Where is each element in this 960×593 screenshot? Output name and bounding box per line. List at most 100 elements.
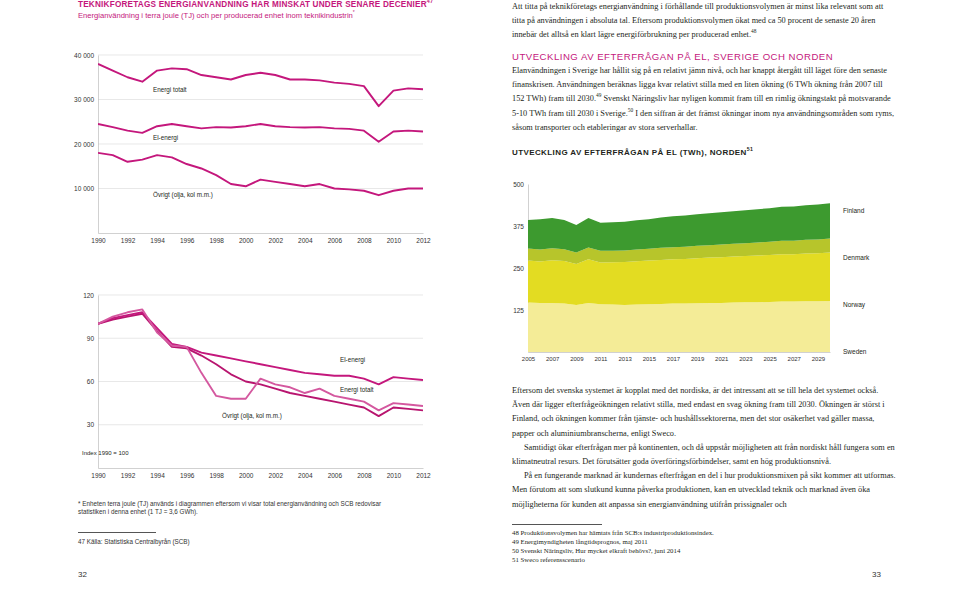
tick-label: 250 <box>513 265 524 272</box>
tick: 2017 <box>667 352 681 362</box>
series-label: Norway <box>843 301 866 309</box>
paragraph: Eftersom det svenska systemet är kopplat… <box>512 384 896 441</box>
annotation: Index 1990 = 100 <box>82 450 129 456</box>
series-label: Sweden <box>843 348 867 355</box>
tick-label: 2002 <box>269 472 284 479</box>
tick: 2002 <box>269 233 284 244</box>
x-axis: 2005200720092011201320152017201920212023… <box>522 352 831 362</box>
chart-title: UTVECKLING AV EFTERFRÅGAN PÅ EL (TWh), N… <box>512 148 902 157</box>
grid <box>98 295 423 425</box>
chart: 10 00020 00030 00040 0001990199219941996… <box>74 52 431 244</box>
tick: 2010 <box>387 468 402 479</box>
tick-label: 2010 <box>387 237 402 244</box>
tick-label: 2004 <box>298 472 313 479</box>
tick-label: 1996 <box>180 472 195 479</box>
axis-line <box>98 296 99 469</box>
tick-label: 20 000 <box>74 141 94 148</box>
footnote: * Enheten terra joule (TJ) används i dia… <box>78 500 398 516</box>
tick-label: 2004 <box>298 237 313 244</box>
tick: 2021 <box>715 352 729 362</box>
grid-line <box>98 144 423 145</box>
grid-line <box>98 295 423 296</box>
tick: 2010 <box>387 233 402 244</box>
line-series <box>98 153 423 195</box>
chart: 3060901201990199219941996199820002002200… <box>82 292 431 479</box>
tick: 1992 <box>121 468 136 479</box>
tick-label: 2019 <box>691 356 705 362</box>
x-axis: 1990199219941996199820002002200420062008… <box>91 468 431 479</box>
tick-label: 1994 <box>150 237 165 244</box>
tick: 1994 <box>150 468 165 479</box>
title-text: UTVECKLING AV EFTERFRÅGAN PÅ EL (TWh), N… <box>512 148 747 157</box>
tick: 2002 <box>269 468 284 479</box>
tick: 2008 <box>357 233 372 244</box>
tick-label: 2000 <box>239 237 254 244</box>
tick: 10 000 <box>74 185 98 192</box>
grid <box>98 55 423 189</box>
tick: 40 000 <box>74 52 98 59</box>
tick-label: 1998 <box>209 472 224 479</box>
grid-line <box>98 338 423 339</box>
paragraph: Elanvändningen i Sverige har hållit sig … <box>512 64 896 135</box>
tick: 375 <box>513 223 528 230</box>
footnote-rule <box>78 532 156 533</box>
series-label: Denmark <box>843 254 870 261</box>
axis-line <box>99 233 424 234</box>
tick-label: 1994 <box>150 472 165 479</box>
footnote: 48 Produktionsvolymen har hämtats från S… <box>512 528 896 537</box>
tick-label: 2000 <box>239 472 254 479</box>
tick-label: 60 <box>87 378 95 385</box>
tick-label: 2021 <box>715 356 729 362</box>
x-axis: 1990199219941996199820002002200420062008… <box>91 233 431 244</box>
y-axis: 306090120 <box>83 292 98 469</box>
paragraph: Samtidigt ökar efterfrågan mer på kontin… <box>512 441 896 469</box>
tick: 2005 <box>522 352 536 362</box>
tick: 500 <box>513 181 528 188</box>
tick: 1994 <box>150 233 165 244</box>
tick: 2006 <box>328 468 343 479</box>
tick-label: 40 000 <box>74 52 94 59</box>
plot-area <box>528 203 830 352</box>
line-series <box>98 64 423 106</box>
chart: 1252503755002005200720092011201320152017… <box>513 181 870 363</box>
area-series <box>528 301 830 352</box>
series-label: Finland <box>843 207 865 214</box>
footnote-ref: 48 <box>751 29 756 35</box>
tick-label: 2009 <box>570 356 584 362</box>
tick-label: 1992 <box>121 237 136 244</box>
tick-label: 1996 <box>180 237 195 244</box>
tick: 2023 <box>739 352 753 362</box>
tick: 2029 <box>812 352 826 362</box>
grid-line <box>98 55 423 56</box>
tick: 90 <box>87 335 98 342</box>
tick: 2008 <box>357 468 372 479</box>
tick-label: 2017 <box>667 356 681 362</box>
tick-label: 2011 <box>595 356 609 362</box>
heading: UTVECKLING AV EFTERFRÅGAN PÅ EL, SVERIGE… <box>512 51 902 62</box>
grid-line <box>98 188 423 189</box>
tick-label: 2008 <box>357 472 372 479</box>
tick-label: 2023 <box>739 356 753 362</box>
line-series <box>98 312 423 384</box>
tick-label: 2015 <box>643 356 657 362</box>
plot-area <box>98 64 423 195</box>
tick: 125 <box>513 307 528 314</box>
tick: 2015 <box>643 352 657 362</box>
series-label: El-energi <box>340 356 365 364</box>
tick-label: 10 000 <box>74 185 94 192</box>
tick-label: 125 <box>513 307 524 314</box>
series-label: El-energi <box>153 134 178 142</box>
tick-label: 2027 <box>788 356 802 362</box>
tick: 1990 <box>91 233 106 244</box>
text-run: På en fungerande marknad är kundernas ef… <box>512 471 896 508</box>
tick-label: 2006 <box>328 472 343 479</box>
tick-label: 2029 <box>812 356 826 362</box>
tick: 2025 <box>763 352 777 362</box>
tick-label: 1992 <box>121 472 136 479</box>
footnote: 50 Svenskt Näringsliv, Hur mycket elkraf… <box>512 546 896 555</box>
text-column: Eftersom det svenska systemet är kopplat… <box>512 384 896 512</box>
tick: 2011 <box>595 352 609 362</box>
tick-label: 1998 <box>209 237 224 244</box>
tick-label: 2013 <box>618 356 632 362</box>
tick: 1998 <box>209 468 224 479</box>
